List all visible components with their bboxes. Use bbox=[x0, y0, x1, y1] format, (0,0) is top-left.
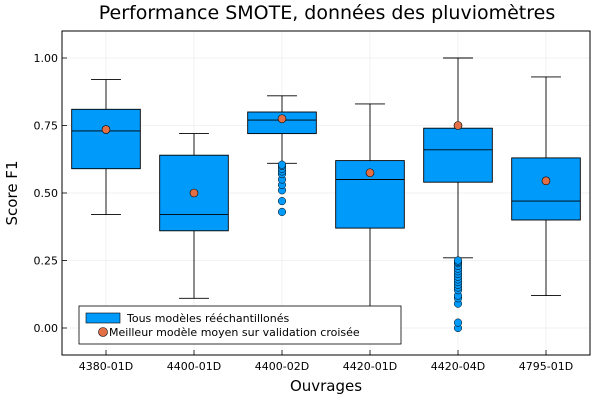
box-4420-04D bbox=[423, 57, 493, 333]
plot-area bbox=[71, 57, 581, 333]
x-tick-label: 4400-01D bbox=[167, 360, 221, 373]
outlier-point bbox=[453, 256, 463, 265]
iqr-box bbox=[511, 157, 581, 221]
y-tick-label: 1.00 bbox=[34, 52, 59, 65]
best-model-point bbox=[453, 121, 463, 130]
y-tick-label: 0.50 bbox=[34, 187, 59, 200]
best-model-point bbox=[277, 114, 287, 124]
iqr-box bbox=[71, 108, 141, 170]
outlier-point bbox=[453, 318, 463, 327]
y-tick-label: 0.00 bbox=[34, 322, 59, 335]
legend-label-points: Meilleur modèle moyen sur validation cro… bbox=[109, 326, 360, 339]
chart-title: Performance SMOTE, données des pluviomèt… bbox=[99, 2, 555, 24]
y-axis-label: Score F1 bbox=[3, 161, 21, 226]
box-4795-01D bbox=[511, 76, 581, 297]
x-tick-label: 4400-02D bbox=[255, 360, 309, 373]
y-tick-label: 0.25 bbox=[34, 255, 59, 268]
outlier-point bbox=[277, 207, 287, 216]
x-tick-label: 4380-01D bbox=[79, 360, 133, 373]
legend-label-boxes: Tous modèles rééchantillonés bbox=[126, 312, 290, 325]
outlier-point bbox=[277, 160, 287, 169]
y-tick-label: 0.75 bbox=[34, 120, 59, 133]
y-axis: 0.00 0.25 0.50 0.75 1.00 bbox=[34, 52, 67, 335]
x-tick-label: 4795-01D bbox=[519, 360, 573, 373]
legend: Tous modèles rééchantillonés Meilleur mo… bbox=[78, 305, 402, 345]
outlier-point bbox=[277, 197, 287, 206]
x-axis-label: Ouvrages bbox=[290, 377, 362, 395]
best-model-point bbox=[365, 168, 375, 178]
best-model-point bbox=[101, 125, 111, 134]
legend-box bbox=[78, 305, 402, 345]
legend-swatch-point bbox=[98, 327, 108, 337]
iqr-box bbox=[423, 127, 493, 183]
x-tick-label: 4420-01D bbox=[343, 360, 397, 373]
best-model-point bbox=[541, 176, 551, 186]
best-model-point bbox=[189, 188, 199, 198]
x-axis: 4380-01D 4400-01D 4400-02D 4420-01D 4420-04D… bbox=[79, 350, 573, 373]
x-tick-label: 4420-04D bbox=[431, 360, 485, 373]
legend-swatch-box bbox=[85, 312, 121, 324]
